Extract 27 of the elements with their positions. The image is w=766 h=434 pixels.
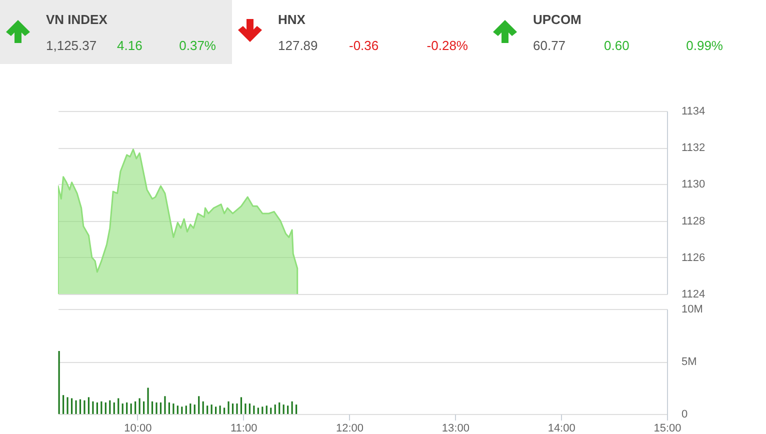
y-tick-label: 1132	[682, 142, 706, 154]
text: 60.77	[533, 38, 566, 53]
y-tick-label: 1130	[682, 178, 706, 191]
text: 1,125.37	[46, 38, 97, 53]
category-label: UPCOM	[533, 12, 582, 27]
category-label: VN INDEX	[46, 12, 108, 27]
y-tick-label: 0	[682, 408, 688, 420]
y-tick-label: 1128	[682, 215, 706, 228]
x-tick-label: 15:00	[654, 422, 682, 434]
x-tick-label: 10:00	[124, 422, 152, 434]
x-tick-label: 13:00	[442, 422, 470, 434]
text: 4.16	[117, 38, 142, 53]
y-tick-label: 10M	[682, 304, 703, 316]
x-tick-label: 14:00	[548, 422, 576, 434]
category-label: HNX	[278, 12, 306, 27]
text: -0.36	[349, 38, 379, 53]
text: 0.60	[604, 38, 630, 53]
text: 0.99%	[686, 38, 723, 53]
x-tick-label: 11:00	[230, 422, 258, 434]
y-tick-label: 1134	[682, 106, 706, 118]
y-tick-label: 1126	[682, 252, 706, 264]
text: 127.89	[278, 38, 318, 53]
y-tick-label: 5M	[682, 356, 697, 368]
text: 0.37%	[179, 38, 216, 53]
y-tick-label: 1124	[682, 288, 706, 300]
x-tick-label: 12:00	[336, 422, 364, 434]
text: -0.28%	[426, 38, 468, 53]
